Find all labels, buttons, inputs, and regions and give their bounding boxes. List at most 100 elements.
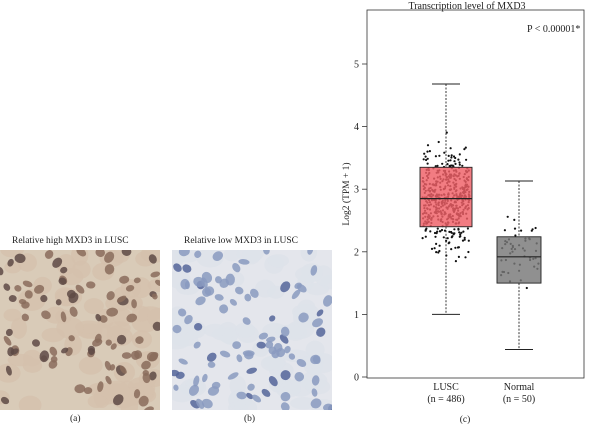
cell-nucleus	[242, 317, 251, 325]
cell-cytoplasm	[22, 349, 42, 367]
cell-nucleus	[246, 392, 254, 400]
cell-nucleus	[265, 341, 274, 349]
data-point	[443, 151, 446, 154]
cell-nucleus	[5, 328, 13, 337]
x-axis-labels: LUSC(n = 486) Normal(n = 50)	[427, 382, 535, 405]
cell-nucleus	[280, 370, 291, 381]
cell-nucleus	[271, 350, 280, 359]
data-point	[426, 150, 429, 153]
cell-nucleus	[121, 250, 132, 256]
cell-nucleus	[188, 384, 200, 396]
cell-nucleus	[194, 250, 202, 258]
cell-cytoplasm	[235, 322, 256, 338]
cell-nucleus	[99, 315, 108, 323]
cell-nucleus	[133, 389, 141, 399]
data-point	[463, 148, 466, 151]
cell-nucleus	[250, 288, 259, 298]
cell-nucleus	[201, 398, 213, 409]
cell-nucleus	[105, 339, 112, 346]
cell-nucleus	[206, 352, 217, 362]
cell-nucleus	[142, 369, 150, 376]
cell-nucleus	[21, 313, 30, 322]
cell-nucleus	[232, 263, 241, 273]
cell-nucleus	[92, 338, 103, 347]
cell-nucleus	[247, 383, 255, 391]
cell-nucleus	[83, 387, 93, 394]
data-point	[436, 164, 439, 167]
data-point	[454, 260, 457, 263]
cell-nucleus	[279, 334, 289, 344]
data-point	[429, 230, 432, 233]
data-point	[446, 237, 449, 240]
cell-cytoplasm	[267, 285, 285, 299]
cell-nucleus	[61, 347, 69, 354]
data-point	[458, 235, 461, 238]
data-point	[438, 154, 441, 157]
micrograph-high-expression	[0, 250, 160, 410]
cell-nucleus	[110, 343, 117, 350]
cell-nucleus	[7, 258, 14, 267]
data-point	[503, 229, 506, 232]
cell-nucleus	[236, 391, 247, 400]
cell-nucleus	[8, 295, 17, 303]
data-point	[454, 162, 457, 165]
cell-nucleus	[310, 265, 318, 276]
cell-nucleus	[288, 353, 296, 360]
cell-nucleus	[49, 346, 58, 357]
data-point	[447, 242, 450, 245]
data-point	[441, 162, 444, 165]
data-point	[458, 153, 461, 156]
data-point	[434, 235, 437, 238]
micrograph-low-expression	[172, 250, 332, 410]
data-point	[457, 227, 460, 230]
data-point	[423, 152, 426, 155]
data-point	[424, 235, 427, 238]
cell-nucleus	[178, 308, 187, 317]
plot-frame	[366, 9, 585, 379]
cell-nucleus	[294, 282, 302, 289]
cell-nucleus	[178, 250, 190, 257]
cell-nucleus	[173, 263, 182, 272]
cell-nucleus	[252, 394, 262, 403]
data-point	[534, 226, 537, 230]
data-point	[457, 255, 460, 258]
cell-cytoplasm	[72, 260, 91, 279]
cell-nucleus	[95, 313, 102, 322]
cell-nucleus	[311, 375, 320, 386]
cell-nucleus	[246, 367, 257, 374]
data-point	[463, 238, 466, 241]
data-point	[426, 162, 429, 165]
cell-nucleus	[135, 336, 144, 344]
data-point	[466, 227, 469, 230]
cell-nucleus	[184, 315, 193, 325]
cell-nucleus	[138, 395, 149, 407]
x-category-count: (n = 50)	[503, 394, 535, 405]
data-point	[531, 228, 534, 231]
caption-a: Relative high MXD3 in LUSC	[12, 236, 129, 246]
y-tick-label: 2	[354, 247, 359, 258]
cell-nucleus	[76, 250, 87, 257]
cell-nucleus	[148, 254, 157, 264]
data-point	[457, 158, 460, 161]
cell-cytoplasm	[211, 328, 234, 341]
cell-nucleus	[202, 287, 212, 297]
cell-nucleus	[258, 332, 268, 340]
data-point	[433, 247, 436, 250]
data-point	[450, 156, 453, 159]
data-point	[450, 164, 453, 167]
data-point	[451, 235, 454, 238]
cell-nucleus	[194, 323, 203, 331]
cell-nucleus	[266, 336, 276, 343]
data-point	[514, 234, 517, 237]
cell-nucleus	[105, 375, 112, 385]
cell-nucleus	[34, 284, 45, 294]
cell-nucleus	[131, 299, 137, 309]
data-point	[437, 140, 440, 144]
cell-nucleus	[104, 360, 112, 371]
p-value-annotation: P < 0.00001*	[527, 24, 580, 35]
data-point	[434, 165, 437, 168]
box-lusc	[419, 166, 473, 228]
cell-cytoplasm	[10, 317, 27, 339]
cell-nucleus	[236, 354, 243, 363]
